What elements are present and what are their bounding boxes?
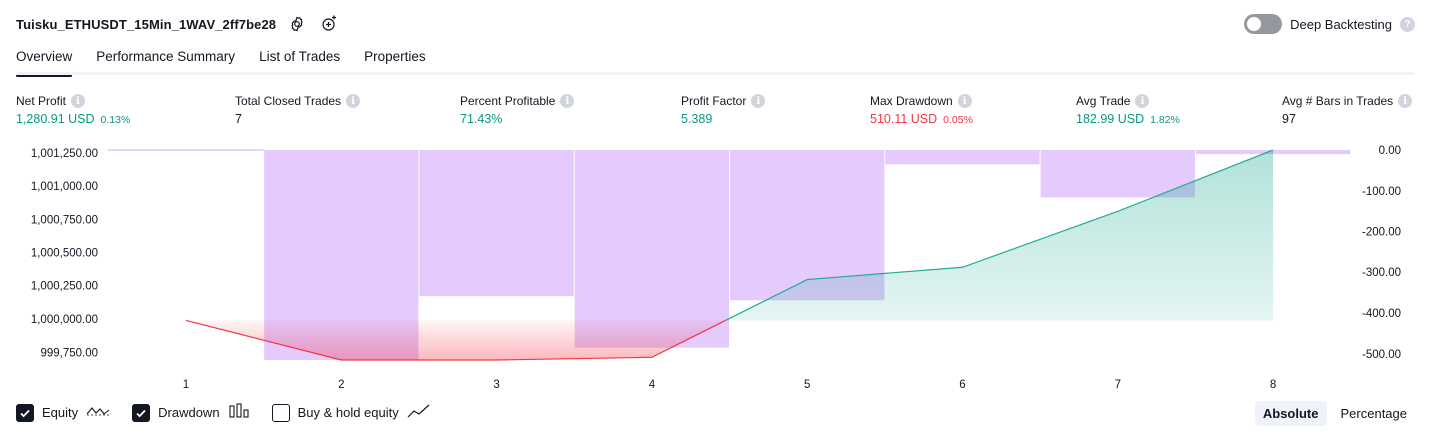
info-icon[interactable]: i: [71, 94, 86, 108]
metric-label: Percent Profitable: [460, 94, 556, 108]
x-axis-tick: 1: [183, 379, 189, 391]
equity-line-icon: [86, 403, 110, 422]
metric-value: 5.389: [681, 112, 713, 126]
metric-value: 97: [1282, 112, 1296, 126]
deep-backtesting-label: Deep Backtesting: [1290, 16, 1392, 32]
tab-list-of-trades[interactable]: List of Trades: [259, 49, 341, 64]
right-axis-tick: -200.00: [1362, 227, 1401, 239]
deep-backtesting: Deep Backtesting ?: [1244, 12, 1415, 36]
equity-checkbox[interactable]: [16, 403, 34, 422]
percentage-button[interactable]: Percentage: [1340, 406, 1408, 421]
legend-buy-hold[interactable]: Buy & hold equity: [271, 403, 431, 422]
left-axis-tick: 999,750.00: [40, 348, 98, 360]
left-axis-tick: 1,000,250.00: [31, 281, 98, 293]
right-axis-tick: -100.00: [1362, 186, 1401, 198]
chart-legend: Equity Drawdown Buy & hold equity: [16, 403, 431, 422]
tab-overview[interactable]: Overview: [16, 42, 73, 77]
equity-line-profit: [725, 149, 1274, 321]
metric-value: 510.11 USD: [870, 112, 938, 126]
left-axis-tick: 1,001,250.00: [31, 148, 98, 160]
info-icon[interactable]: i: [751, 94, 766, 108]
metric-percent: 0.05%: [943, 114, 973, 126]
x-axis-tick: 5: [804, 379, 810, 391]
metric-value: 1,280.91 USD: [16, 112, 95, 126]
help-icon[interactable]: ?: [1400, 16, 1415, 32]
drawdown-bar: [419, 150, 574, 297]
info-icon[interactable]: i: [1398, 94, 1413, 108]
legend-equity[interactable]: Equity: [16, 403, 110, 422]
metric-label: Profit Factor: [681, 94, 747, 108]
right-axis-tick: -300.00: [1362, 267, 1401, 279]
equity-line-loss: [185, 319, 726, 361]
right-axis-tick: -500.00: [1362, 349, 1401, 361]
legend-buy-hold-label: Buy & hold equity: [297, 405, 399, 420]
metric-percent: 0.13%: [100, 114, 131, 126]
legend-equity-label: Equity: [42, 405, 79, 420]
equity-loss-area: [186, 320, 726, 360]
tab-properties[interactable]: Properties: [364, 49, 426, 64]
x-axis-tick: 2: [338, 379, 344, 391]
equity-profit-area: [725, 150, 1274, 321]
metric-net-profit: Net Profit i 1,280.91 USD 0.13%: [16, 94, 130, 126]
right-axis-tick: -400.00: [1362, 308, 1401, 320]
metric-value: 71.43%: [460, 112, 503, 126]
left-axis-tick: 1,001,000.00: [31, 181, 98, 193]
deep-backtesting-toggle[interactable]: [1244, 14, 1283, 34]
add-to-chart-icon[interactable]: [318, 13, 340, 35]
drawdown-bar: [1040, 150, 1195, 198]
strategy-title: Tuisku_ETHUSDT_15Min_1WAV_2ff7be28: [16, 16, 277, 32]
metric-percent-profitable: Percent Profitable i 71.43%: [460, 94, 575, 126]
x-axis-tick: 3: [493, 379, 499, 391]
buy-hold-checkbox[interactable]: [271, 403, 290, 422]
x-axis-tick: 8: [1270, 379, 1276, 391]
buy-hold-line-icon: [407, 403, 431, 422]
info-icon[interactable]: i: [1135, 94, 1150, 108]
tab-performance-summary[interactable]: Performance Summary: [96, 49, 236, 64]
left-axis-tick: 1,000,750.00: [31, 215, 98, 227]
metric-total-closed-trades: Total Closed Trades i 7: [235, 94, 361, 126]
metric-label: Net Profit: [16, 94, 67, 108]
drawdown-bar: [574, 150, 730, 348]
x-axis-tick: 7: [1115, 379, 1121, 391]
strategy-header: Tuisku_ETHUSDT_15Min_1WAV_2ff7be28: [16, 12, 340, 36]
x-axis-tick: 4: [649, 379, 656, 391]
drawdown-bars-icon: [228, 403, 250, 422]
equity-drawdown-chart[interactable]: 1,001,250.00 1,001,000.00 1,000,750.00 1,00…: [0, 140, 1431, 398]
tab-divider: [16, 72, 1415, 75]
legend-drawdown[interactable]: Drawdown: [132, 403, 249, 422]
right-axis-tick: 0.00: [1379, 145, 1401, 157]
metric-label: Max Drawdown: [870, 94, 953, 108]
metric-label: Avg Trade: [1076, 94, 1131, 108]
metric-avg-trade: Avg Trade i 182.99 USD 1.82%: [1076, 94, 1180, 126]
info-icon[interactable]: i: [957, 94, 972, 108]
metric-avg-bars: Avg # Bars in Trades i 97: [1282, 94, 1413, 126]
drawdown-bar: [885, 150, 1040, 165]
left-axis-tick: 1,000,500.00: [31, 248, 98, 260]
info-icon[interactable]: i: [346, 94, 361, 108]
absolute-button[interactable]: Absolute: [1254, 401, 1327, 426]
drawdown-checkbox[interactable]: [132, 403, 151, 422]
settings-icon[interactable]: [286, 13, 308, 35]
tab-bar: Overview Performance Summary List of Tra…: [16, 42, 426, 77]
x-axis-tick: 6: [959, 379, 965, 391]
metric-percent: 1.82%: [1150, 114, 1180, 126]
metrics-row: Net Profit i 1,280.91 USD 0.13% Total Clos…: [16, 94, 1416, 134]
metric-max-drawdown: Max Drawdown i 510.11 USD 0.05%: [870, 94, 973, 126]
metric-value: 182.99 USD: [1076, 112, 1145, 126]
metric-profit-factor: Profit Factor i 5.389: [681, 94, 766, 126]
legend-drawdown-label: Drawdown: [158, 405, 220, 420]
metric-value: 7: [235, 112, 242, 126]
info-icon[interactable]: i: [560, 94, 575, 108]
metric-label: Total Closed Trades: [235, 94, 342, 108]
value-mode-switch: Absolute Percentage: [1254, 401, 1415, 426]
left-axis-tick: 1,000,000.00: [31, 314, 98, 326]
metric-label: Avg # Bars in Trades: [1282, 94, 1394, 108]
